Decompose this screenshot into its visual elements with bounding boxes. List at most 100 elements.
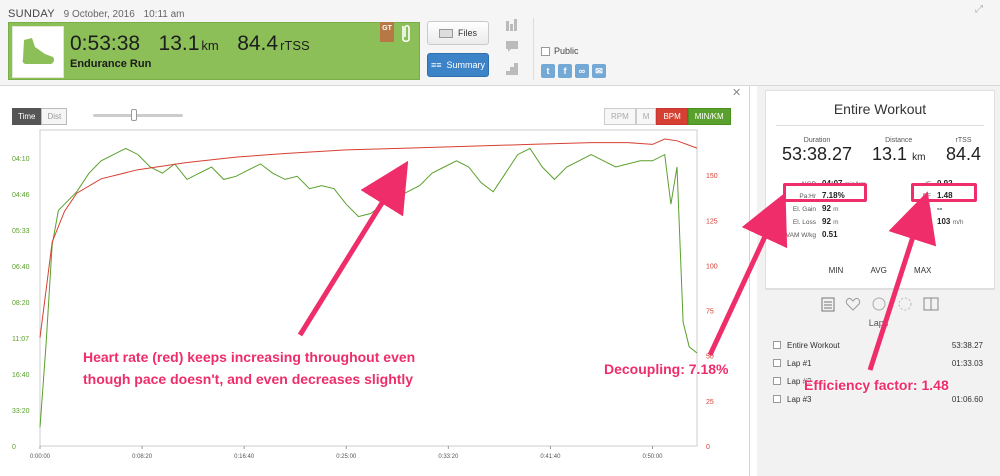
workout-type: Endurance Run: [70, 58, 152, 70]
files-button[interactable]: Files: [427, 21, 489, 45]
avg-tab[interactable]: AVG: [870, 266, 887, 275]
gt-badge[interactable]: GT: [380, 22, 394, 42]
arrow-ef: [867, 191, 937, 371]
time-tick-label: 0:25:00: [336, 454, 357, 460]
pace-tick-label: 08:20: [12, 300, 30, 307]
comment-icon[interactable]: [505, 40, 519, 54]
public-toggle[interactable]: Public: [541, 46, 579, 56]
dist-toggle[interactable]: Dist: [41, 108, 68, 125]
summary-button[interactable]: ≡≡ Summary: [427, 53, 489, 77]
clipboard-icon[interactable]: [821, 296, 835, 312]
elloss-label: El. Loss: [792, 219, 816, 226]
speed-icon[interactable]: [871, 296, 887, 312]
pace-tick-label: 05:33: [12, 228, 30, 235]
ef-annotation: Efficiency factor: 1.48: [804, 377, 949, 393]
date-label: 9 October, 2016: [63, 9, 135, 20]
heart-rate-line: [39, 138, 698, 338]
summary-panel: Entire Workout Duration 53:38.27 Distanc…: [757, 86, 1000, 476]
vam-unit: m/h: [952, 219, 964, 226]
lap-checkbox[interactable]: [773, 341, 781, 349]
lap-time: 53:38.27: [951, 340, 983, 350]
link-icon[interactable]: ∞: [575, 64, 589, 78]
min-avg-max-tabs: MIN AVG MAX: [765, 266, 995, 275]
workout-header: SUNDAY 9 October, 2016 10:11 am ⤢ 0:53:3…: [0, 0, 1000, 86]
rtss-label: rTSS: [955, 137, 972, 144]
time-tick-label: 0:50:00: [642, 454, 663, 460]
pace-tick-label: 0: [12, 444, 16, 451]
lap-name: Lap #3: [787, 394, 812, 404]
bar-chart-icon[interactable]: [505, 18, 519, 32]
time-toggle[interactable]: Time: [12, 108, 42, 125]
divider: [765, 288, 995, 289]
duration-label: Duration: [803, 137, 831, 144]
elgain-value: 92: [822, 204, 831, 213]
time-tick-label: 0:16:40: [234, 454, 255, 460]
lap-row[interactable]: Entire Workout 53:38.27: [773, 336, 993, 354]
tss-value: 84.4: [237, 32, 279, 55]
time-tick-label: 0:00:00: [30, 454, 51, 460]
heart-icon[interactable]: [845, 296, 861, 312]
vam-value: 103: [937, 217, 951, 226]
lap-row[interactable]: Lap #2: [773, 372, 993, 390]
pahr-row: Pa:Hr 7.18%: [776, 191, 844, 200]
time-tick-label: 0:33:20: [438, 454, 459, 460]
pace-channel[interactable]: MIN/KM: [687, 108, 731, 125]
vamwkg-row: VAM W/kg 0.51: [776, 230, 838, 239]
distance-metric: Distance 13.1 km: [872, 137, 925, 165]
time-label: 10:11 am: [143, 9, 185, 20]
elloss-row: El. Loss 92 m: [776, 217, 839, 226]
arrow-decoupling: [707, 192, 788, 357]
min-tab[interactable]: MIN: [828, 266, 844, 275]
lap-checkbox[interactable]: [773, 395, 781, 403]
zoom-slider[interactable]: [93, 109, 183, 121]
grade-value: --: [937, 204, 943, 213]
lap-checkbox[interactable]: [773, 359, 781, 367]
twitter-icon[interactable]: t: [541, 64, 555, 78]
time-dist-toggle: Time Dist: [12, 108, 68, 125]
files-label: Files: [457, 28, 477, 38]
panel-icons: [821, 296, 939, 312]
list-icon: ≡≡: [430, 60, 442, 70]
bpm-tick-label: 50: [706, 354, 714, 361]
decoupling-annotation: Decoupling: 7.18%: [604, 361, 729, 377]
split-view-icon[interactable]: [923, 296, 939, 312]
lap-row[interactable]: Lap #3 01:06.60: [773, 390, 993, 408]
bpm-tick-label: 150: [706, 173, 718, 180]
hr-annotation-line2: though pace doesn't, and even decreases …: [83, 371, 414, 387]
paperclip-icon[interactable]: [400, 22, 412, 49]
facebook-icon[interactable]: f: [558, 64, 572, 78]
vamwkg-value: 0.51: [822, 230, 838, 239]
expand-icon[interactable]: ⤢: [975, 4, 983, 15]
max-tab[interactable]: MAX: [914, 266, 932, 275]
rtss-value: 84.4: [946, 144, 982, 164]
close-icon[interactable]: ✕: [732, 87, 742, 99]
bpm-tick-label: 75: [706, 309, 714, 316]
elloss-value: 92: [822, 217, 831, 226]
lap-name: Lap #1: [787, 358, 812, 368]
lap-checkbox[interactable]: [773, 377, 781, 385]
distance-value: 13.1: [872, 144, 908, 164]
m-channel[interactable]: M: [635, 108, 657, 125]
pace-tick-label: 04:10: [12, 156, 30, 163]
bpm-channel[interactable]: BPM: [656, 108, 688, 125]
cadence-icon[interactable]: [897, 296, 913, 312]
duration-value: 53:38.27: [782, 144, 853, 164]
elgain-unit: m: [833, 206, 839, 213]
view-icons: [505, 18, 519, 76]
ef-value: 1.48: [937, 191, 953, 200]
stairs-icon[interactable]: [505, 62, 519, 76]
divider: [533, 18, 534, 80]
summary-card: Entire Workout Duration 53:38.27 Distanc…: [765, 90, 995, 290]
time-tick-label: 0:41:40: [540, 454, 561, 460]
zoom-slider-handle[interactable]: [131, 109, 137, 121]
duration-metric: Duration 53:38.27: [782, 137, 852, 165]
vamwkg-label: VAM W/kg: [785, 232, 816, 239]
lap-row[interactable]: Lap #1 01:33.03: [773, 354, 993, 372]
rpm-channel[interactable]: RPM: [604, 108, 636, 125]
public-checkbox[interactable]: [541, 46, 550, 56]
email-icon[interactable]: ✉: [592, 64, 606, 78]
day-label: SUNDAY: [8, 8, 55, 20]
lap-name: Entire Workout: [787, 340, 840, 350]
pace-tick-label: 04:46: [12, 192, 30, 199]
